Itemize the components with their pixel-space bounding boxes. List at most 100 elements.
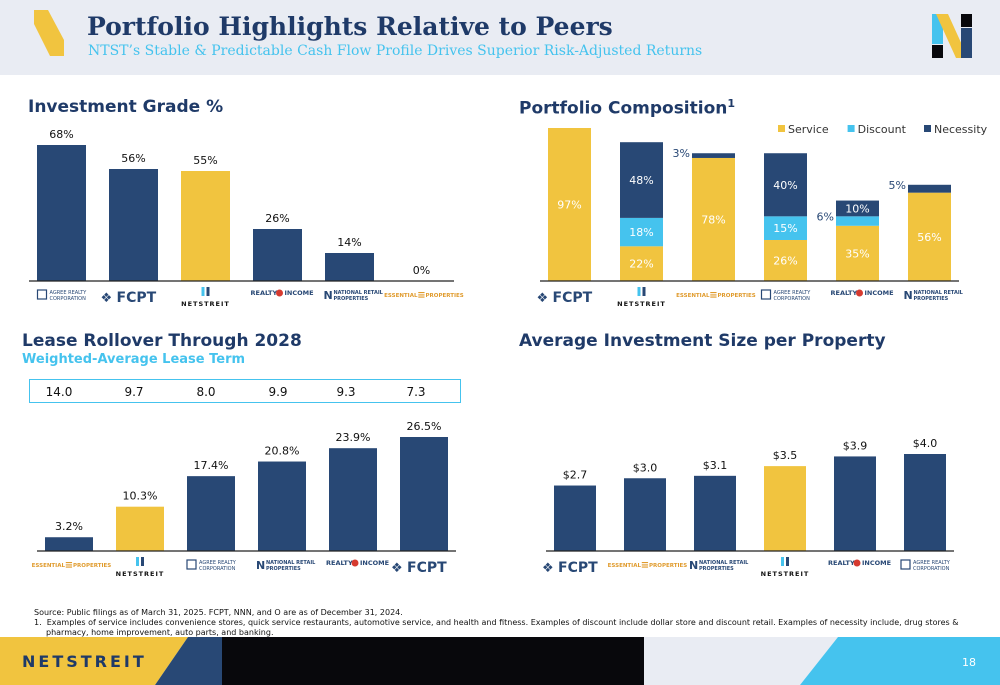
data-label: 5% [889, 179, 906, 192]
walt-value: 9.9 [268, 385, 288, 399]
bar [325, 253, 374, 281]
data-label: 23.9% [336, 431, 371, 444]
essential-logo-mark: ≡ [709, 290, 717, 301]
bar [258, 461, 306, 551]
netstreit-logo-mark [786, 557, 789, 566]
netstreit-logo-mark [136, 557, 139, 566]
stack-segment [908, 184, 951, 193]
realty-income-logo-text: INCOME [862, 559, 891, 567]
walt-value: 7.3 [406, 385, 426, 399]
fcpt-logo-text: FCPT [553, 290, 593, 306]
realty-income-logo-mark [276, 289, 283, 297]
legend-swatch [847, 125, 855, 132]
legend-swatch [778, 125, 785, 132]
nnn-logo-text: NATIONAL RETAIL [914, 290, 964, 296]
data-label: 48% [629, 174, 653, 187]
data-label: 55% [193, 154, 217, 167]
agree-logo-text: AGREE REALTY [774, 290, 812, 296]
stack-segment [620, 142, 663, 218]
data-label: 0% [413, 264, 430, 277]
data-label: $3.9 [843, 439, 868, 452]
nnn-logo-mark: N [904, 289, 913, 302]
stack-segment [620, 217, 663, 247]
realty-income-logo-text: REALTY [831, 289, 858, 297]
netstreit-logo-text: NETSTREIT [617, 300, 666, 308]
data-label: 6% [817, 210, 834, 223]
portfolio-composition-title: Portfolio Composition1 [519, 97, 736, 119]
netstreit-logo-mark [201, 287, 205, 296]
data-label: 56% [917, 231, 941, 244]
essential-logo: ESSENTIAL ≡ PROPERTIES [676, 290, 756, 301]
agree-logo-text: CORPORATION [774, 296, 811, 302]
walt-value: 14.0 [45, 385, 73, 399]
data-label: 56% [121, 152, 145, 165]
nnn-logo-text: PROPERTIES [266, 566, 301, 572]
essential-logo: ESSENTIAL ≡ PROPERTIES [32, 560, 112, 571]
fcpt-logo-mark: ❖ [542, 561, 554, 576]
data-label: 40% [773, 179, 797, 192]
netstreit-logo: NETSTREIT [116, 557, 163, 578]
agree-logo-mark [36, 289, 48, 300]
essential-logo-mark: ≡ [641, 560, 649, 571]
netstreit-logo-mark [642, 287, 646, 296]
essential-logo-mark: ≡ [65, 560, 73, 571]
page-subtitle: NTST’s Stable & Predictable Cash Flow Pr… [88, 43, 703, 59]
bar [554, 485, 596, 551]
fcpt-logo-text: FCPT [558, 560, 598, 576]
avg-investment-title: Average Investment Size per Property [519, 331, 886, 351]
netstreit-n-logo-icon [932, 14, 972, 58]
data-label: 10.3% [123, 490, 158, 503]
realty_income-logo: REALTY INCOME [251, 289, 314, 297]
netstreit-logo-mark [781, 557, 784, 566]
data-label: 35% [845, 247, 869, 260]
nnn-logo-text: NATIONAL RETAIL [266, 560, 316, 566]
fcpt-logo-mark: ❖ [101, 291, 113, 306]
data-label: 26% [773, 254, 797, 267]
fcpt-logo-mark: ❖ [537, 291, 549, 306]
realty-income-logo-mark [351, 559, 359, 567]
legend-label: Service [788, 123, 829, 136]
bar [694, 475, 736, 551]
brand-wordmark: NETSTREIT [22, 652, 147, 671]
stack-segment [836, 225, 879, 281]
data-label: 68% [49, 128, 73, 141]
essential-logo-text: PROPERTIES [73, 563, 111, 569]
essential-logo-text: ESSENTIAL [384, 293, 418, 299]
fcpt-logo: ❖ FCPT [101, 290, 157, 306]
stack-segment [620, 246, 663, 281]
netstreit-logo-mark [637, 287, 641, 296]
data-label: 3% [673, 147, 690, 160]
agree-logo-mark [760, 289, 772, 300]
nnn-logo-mark: N [324, 289, 333, 302]
fcpt-logo-text: FCPT [117, 290, 157, 306]
walt-value: 9.7 [124, 385, 144, 399]
walt-subtitle: Weighted-Average Lease Term [22, 352, 246, 367]
legend-label: Discount [858, 123, 907, 136]
netstreit-logo: NETSTREIT [181, 287, 229, 308]
data-label: $3.1 [703, 459, 728, 472]
fcpt-logo: ❖ FCPT [542, 560, 598, 576]
data-label: 18% [629, 226, 653, 239]
essential-logo-text: ESSENTIAL [608, 563, 642, 569]
bar [37, 145, 86, 281]
walt-value: 8.0 [196, 385, 216, 399]
data-label: $3.5 [773, 449, 798, 462]
chevron-icon [34, 10, 64, 56]
footnote-1: 1. Examples of service includes convenie… [34, 618, 959, 637]
nnn-logo-mark: N [256, 559, 265, 572]
data-label: $4.0 [913, 437, 938, 450]
data-label: 78% [701, 213, 725, 226]
netstreit-logo-mark [141, 557, 144, 566]
data-label: 10% [845, 202, 869, 215]
data-label: $3.0 [633, 461, 658, 474]
fcpt-logo: ❖ FCPT [391, 560, 447, 576]
stack-segment [908, 192, 951, 281]
